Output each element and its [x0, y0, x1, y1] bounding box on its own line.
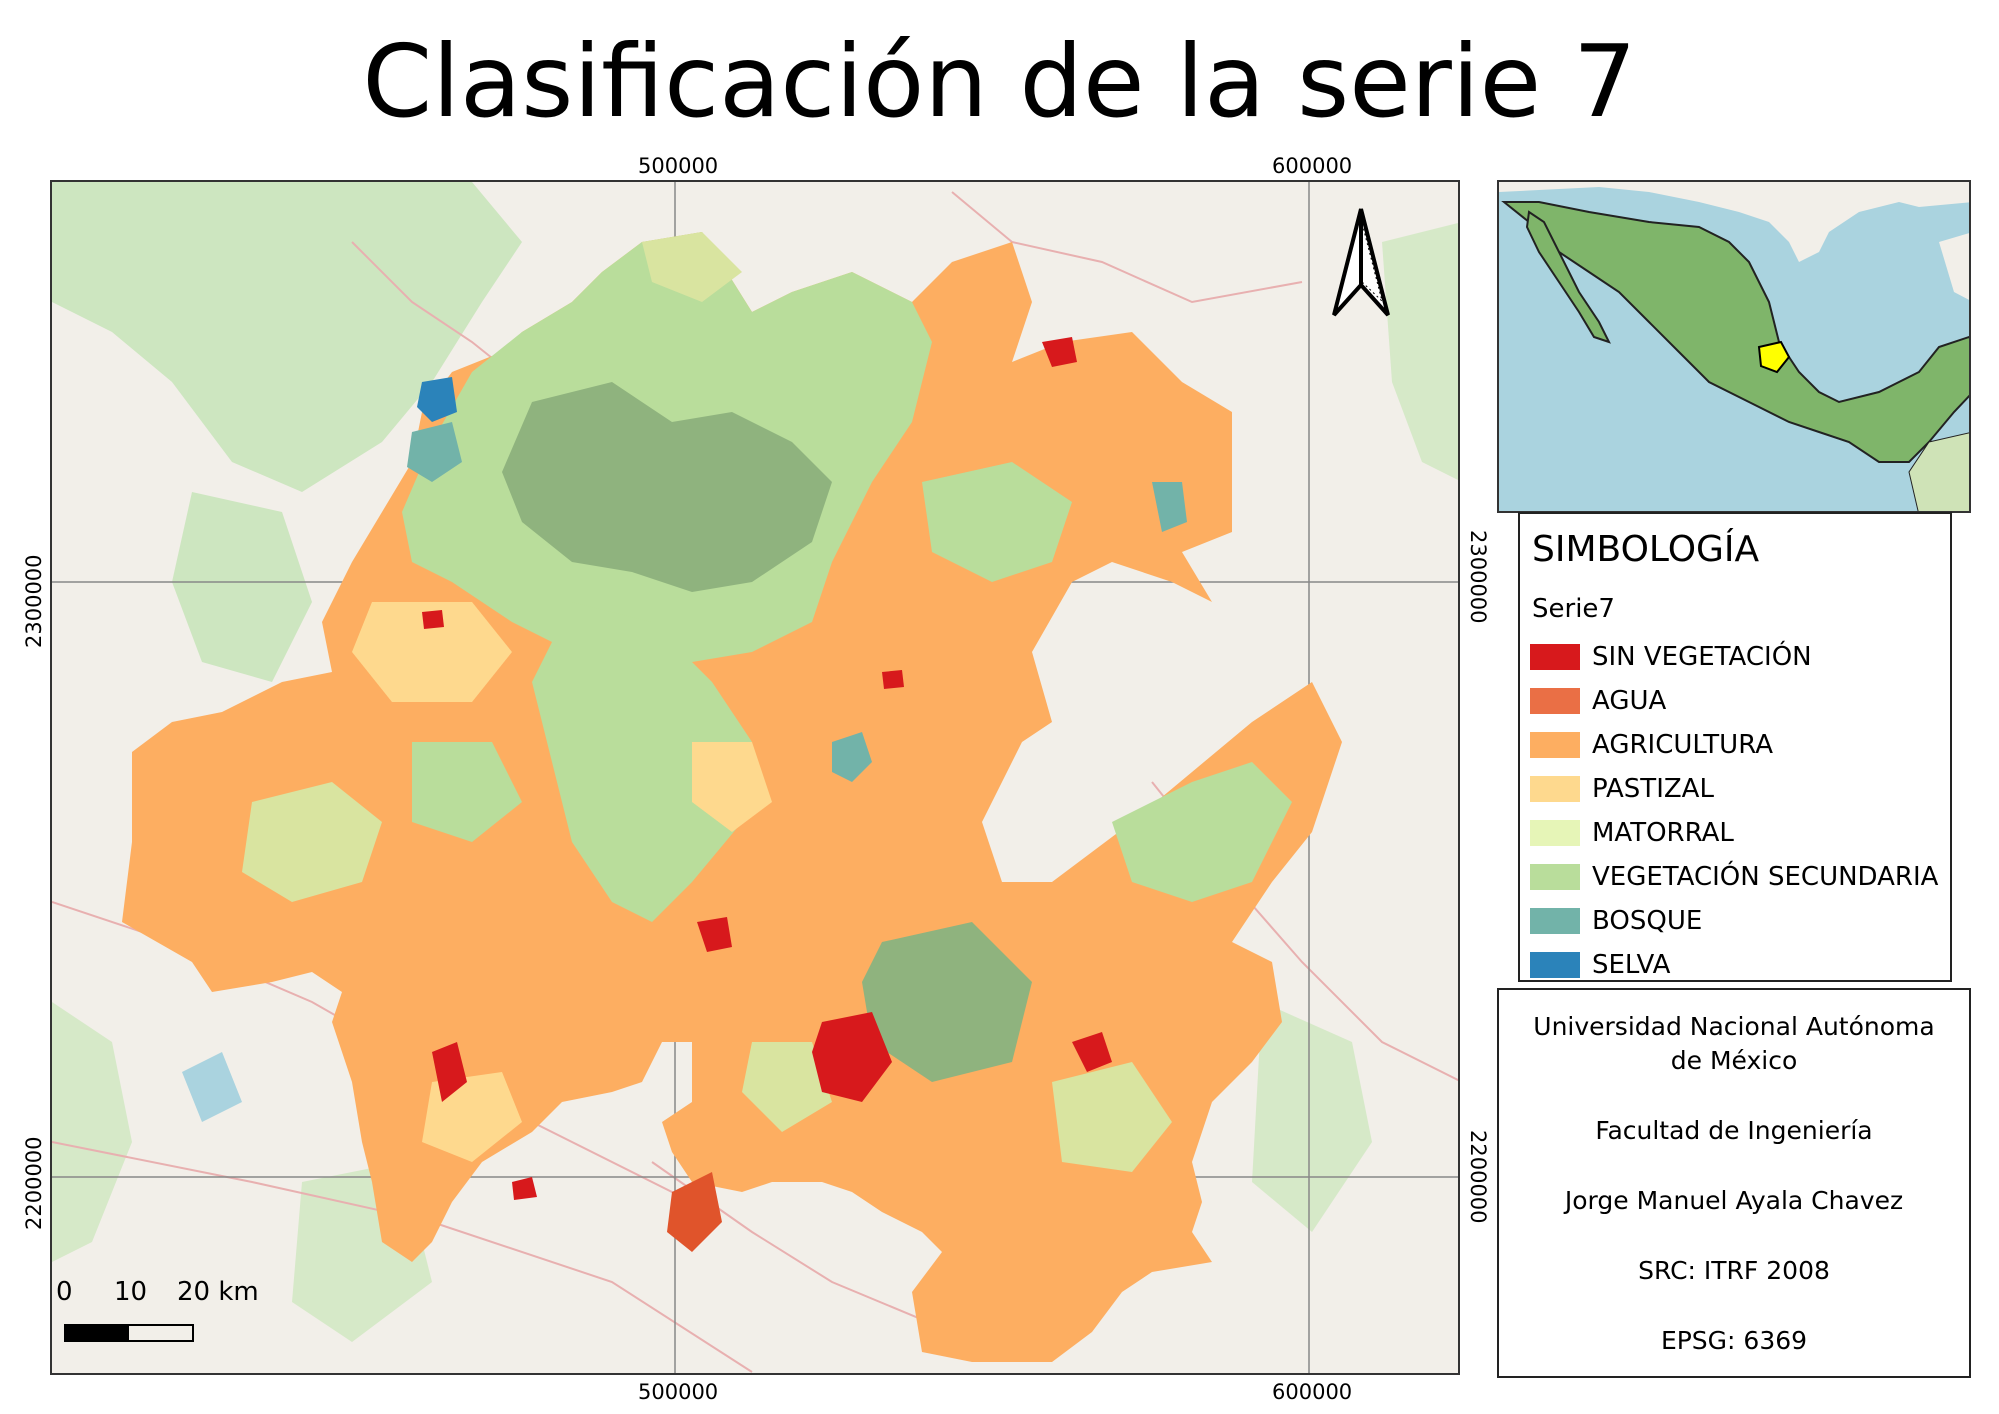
legend-label: BOSQUE — [1592, 906, 1703, 936]
grid-label-x-bottom-1: 500000 — [638, 1380, 719, 1404]
basemap-lake — [182, 1052, 242, 1122]
basemap-forest-ne — [1382, 223, 1458, 480]
basemap-forest-w — [172, 492, 312, 682]
scale-label-20km: 20 km — [177, 1277, 259, 1307]
legend-label: AGUA — [1592, 686, 1667, 716]
legend-swatch — [1530, 820, 1580, 846]
scale-bar — [64, 1324, 194, 1342]
author-name: Jorge Manuel Ayala Chavez — [1564, 1186, 1904, 1215]
inset-map-canvas — [1499, 182, 1969, 511]
study-area-locator — [1757, 340, 1791, 374]
legend-swatch — [1530, 732, 1580, 758]
basemap-forest-se — [1252, 1002, 1372, 1232]
grid-label-y-right-1: 2300000 — [1466, 530, 1490, 624]
legend-swatch — [1530, 908, 1580, 934]
legend-label: AGRICULTURA — [1592, 730, 1774, 760]
faculty-name: Facultad de Ingeniería — [1595, 1116, 1873, 1145]
legend-label: SIN VEGETACIÓN — [1592, 642, 1812, 672]
north-arrow-icon — [1330, 205, 1392, 324]
grid-label-x-bottom-2: 600000 — [1272, 1380, 1353, 1404]
study-area-classification — [122, 232, 1342, 1362]
grid-label-y-right-2: 2200000 — [1466, 1130, 1490, 1224]
main-map-canvas — [52, 182, 1458, 1373]
grid-label-x-top-2: 600000 — [1272, 154, 1353, 178]
legend-swatch — [1530, 776, 1580, 802]
crs-text: SRC: ITRF 2008 — [1638, 1256, 1830, 1285]
legend-swatch — [1530, 952, 1580, 978]
legend-swatch — [1530, 864, 1580, 890]
credits-panel: Universidad Nacional Autónoma de México … — [1497, 988, 1971, 1378]
legend-label: PASTIZAL — [1592, 774, 1714, 804]
basemap-forest-nw — [52, 182, 522, 492]
scale-label-0: 0 — [56, 1277, 73, 1307]
epsg-text: EPSG: 6369 — [1660, 1326, 1808, 1355]
grid-label-y-left-1: 2300000 — [22, 554, 46, 648]
legend-swatch — [1530, 688, 1580, 714]
university-name: Universidad Nacional Autónoma de México — [1533, 1012, 1935, 1075]
grid-label-y-left-2: 2200000 — [22, 1136, 46, 1230]
legend-label: VEGETACIÓN SECUNDARIA — [1592, 862, 1939, 892]
legend-layer-name: Serie7 — [1532, 594, 1615, 624]
basemap-forest-sw — [52, 1002, 132, 1262]
legend-label: SELVA — [1592, 950, 1671, 980]
map-title: Clasificación de la serie 7 — [362, 23, 1637, 140]
scale-label-10: 10 — [114, 1277, 148, 1307]
legend-label: MATORRAL — [1592, 818, 1734, 848]
inset-map-mexico[interactable] — [1497, 180, 1971, 513]
main-map[interactable] — [50, 180, 1460, 1375]
grid-label-x-top-1: 500000 — [638, 154, 719, 178]
legend-panel: SIMBOLOGÍA Serie7 SIN VEGETACIÓN AGUA AG… — [1518, 512, 1952, 982]
legend-title: SIMBOLOGÍA — [1532, 529, 1760, 570]
legend-swatch — [1530, 644, 1580, 670]
